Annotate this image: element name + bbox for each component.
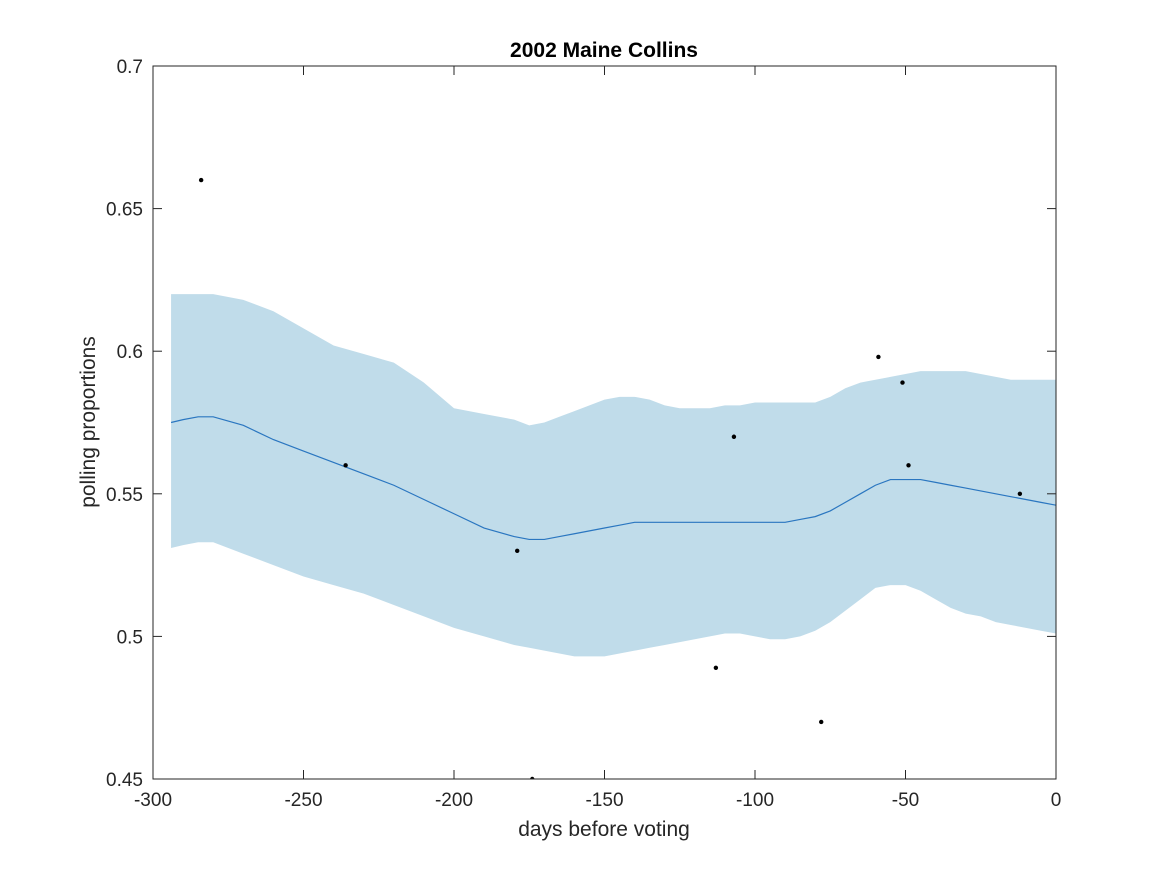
y-tick-label: 0.7: [117, 57, 143, 78]
mean-line: [170, 416, 1056, 541]
y-tick-label: 0.6: [117, 342, 143, 363]
y-tick-label: 0.55: [106, 485, 143, 506]
y-tick-label: 0.65: [106, 200, 143, 221]
x-tick-label: -300: [134, 790, 172, 811]
poll-point: [876, 354, 881, 360]
x-tick-label: -150: [585, 790, 623, 811]
plot-area: [170, 177, 1056, 779]
x-tick-label: 0: [1051, 790, 1062, 811]
x-tick-label: -50: [892, 790, 919, 811]
poll-point: [198, 177, 204, 183]
y-axis-label: polling proportions: [77, 336, 100, 508]
poll-point: [515, 548, 520, 554]
x-tick-label: -250: [284, 790, 322, 811]
x-tick-label: -200: [435, 790, 473, 811]
confidence-band: [171, 294, 1056, 657]
y-tick-label: 0.5: [117, 627, 143, 648]
poll-point: [819, 719, 824, 725]
poll-point: [900, 380, 905, 385]
chart-title: 2002 Maine Collins: [510, 39, 698, 62]
y-tick-label: 0.45: [106, 770, 143, 791]
poll-point: [906, 463, 911, 468]
x-axis-label: days before voting: [518, 818, 690, 841]
poll-point: [343, 463, 348, 468]
poll-point: [1017, 491, 1023, 496]
poll-point: [713, 665, 719, 670]
poll-point: [530, 776, 535, 779]
poll-point: [731, 434, 737, 439]
x-tick-label: -100: [736, 790, 774, 811]
axes: -300 -250 -200 -150 -100 -50 0 0.45 0.5 0.55 0.6 0.…: [106, 57, 1061, 811]
